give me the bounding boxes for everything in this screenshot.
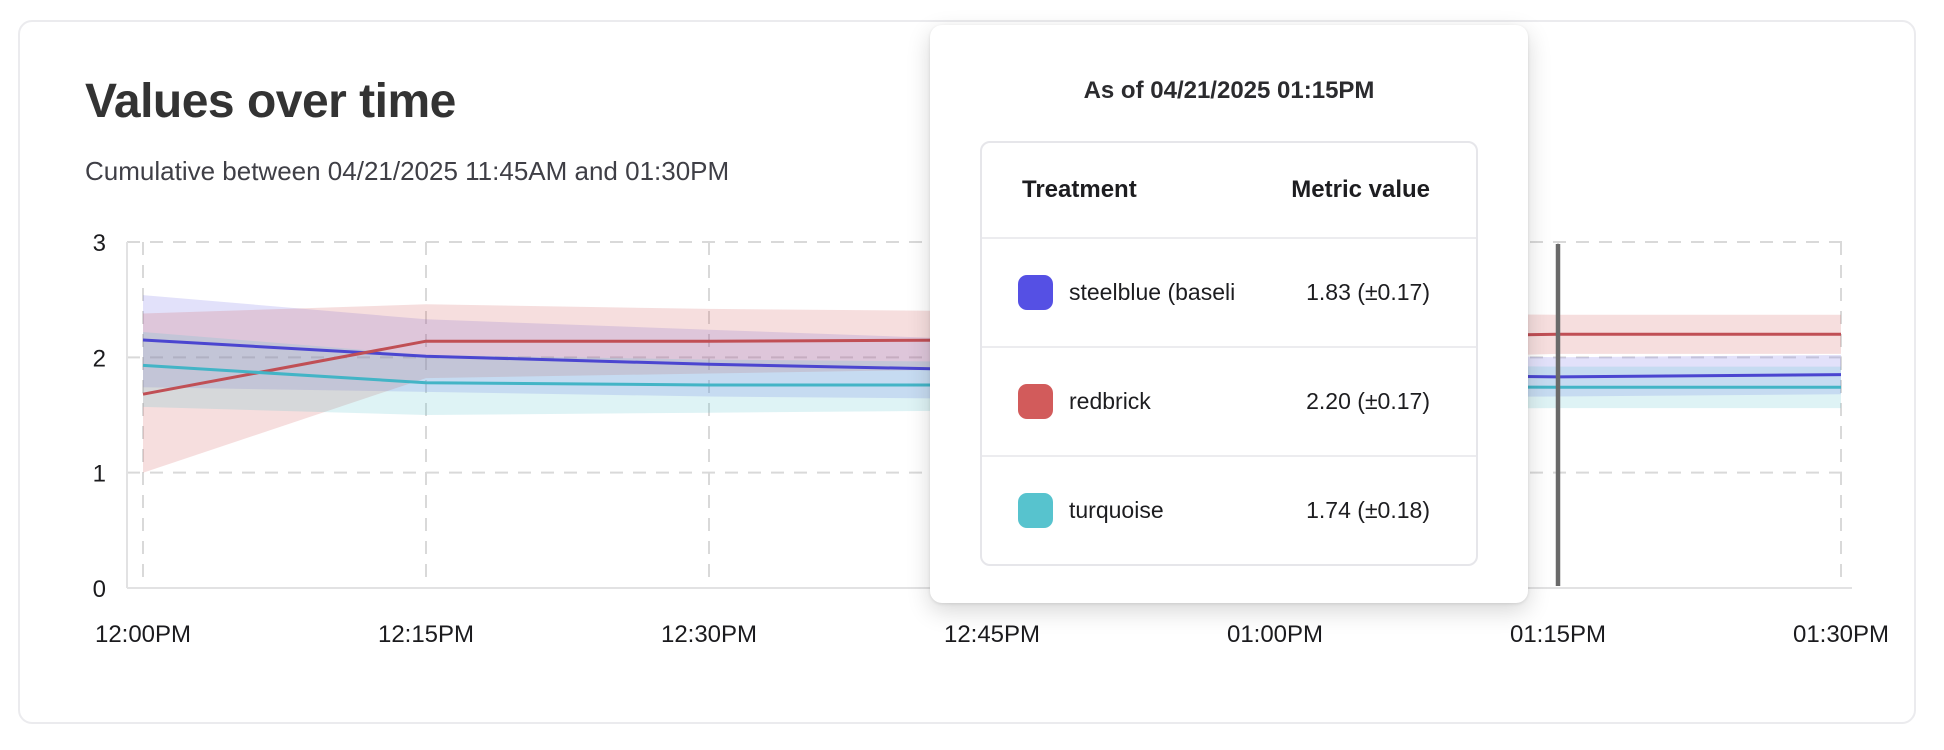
metric-value: 1.74 (±0.18)	[1306, 497, 1430, 523]
x-axis-tick-label: 12:45PM	[944, 621, 1040, 648]
table-row: steelblue (baseli 1.83 (±0.17)	[982, 239, 1476, 348]
treatment-label: turquoise	[1069, 497, 1164, 523]
treatment-swatch	[1018, 493, 1053, 528]
x-axis-tick-label: 01:30PM	[1793, 621, 1889, 648]
treatment-swatch	[1018, 275, 1053, 310]
table-row: redbrick 2.20 (±0.17)	[982, 348, 1476, 457]
tooltip-table: Treatment Metric value steelblue (baseli…	[980, 141, 1478, 566]
x-axis-tick-label: 01:15PM	[1510, 621, 1606, 648]
y-axis-tick-label: 0	[93, 576, 106, 603]
metric-value: 2.20 (±0.17)	[1306, 388, 1430, 414]
tooltip-table-header: Treatment Metric value	[982, 143, 1476, 239]
treatment-label: steelblue (baseli	[1069, 279, 1236, 305]
x-axis-tick-label: 12:30PM	[661, 621, 757, 648]
treatment-swatch	[1018, 384, 1053, 419]
treatment-label: redbrick	[1069, 388, 1151, 414]
x-axis-tick-label: 12:00PM	[95, 621, 191, 648]
table-row: turquoise 1.74 (±0.18)	[982, 457, 1476, 564]
y-axis-tick-label: 1	[93, 461, 106, 488]
metric-value: 1.83 (±0.17)	[1306, 279, 1430, 305]
page-title: Values over time	[85, 75, 456, 128]
column-header-metric-value: Metric value	[1291, 176, 1430, 203]
x-axis-tick-label: 01:00PM	[1227, 621, 1323, 648]
column-header-treatment: Treatment	[1022, 176, 1137, 203]
hover-tooltip: As of 04/21/2025 01:15PM Treatment Metri…	[930, 25, 1528, 603]
page-subtitle: Cumulative between 04/21/2025 11:45AM an…	[85, 156, 730, 186]
x-axis-tick-label: 12:15PM	[378, 621, 474, 648]
y-axis-tick-label: 3	[93, 230, 106, 257]
y-axis-tick-label: 2	[93, 345, 106, 372]
tooltip-title: As of 04/21/2025 01:15PM	[1083, 77, 1375, 104]
